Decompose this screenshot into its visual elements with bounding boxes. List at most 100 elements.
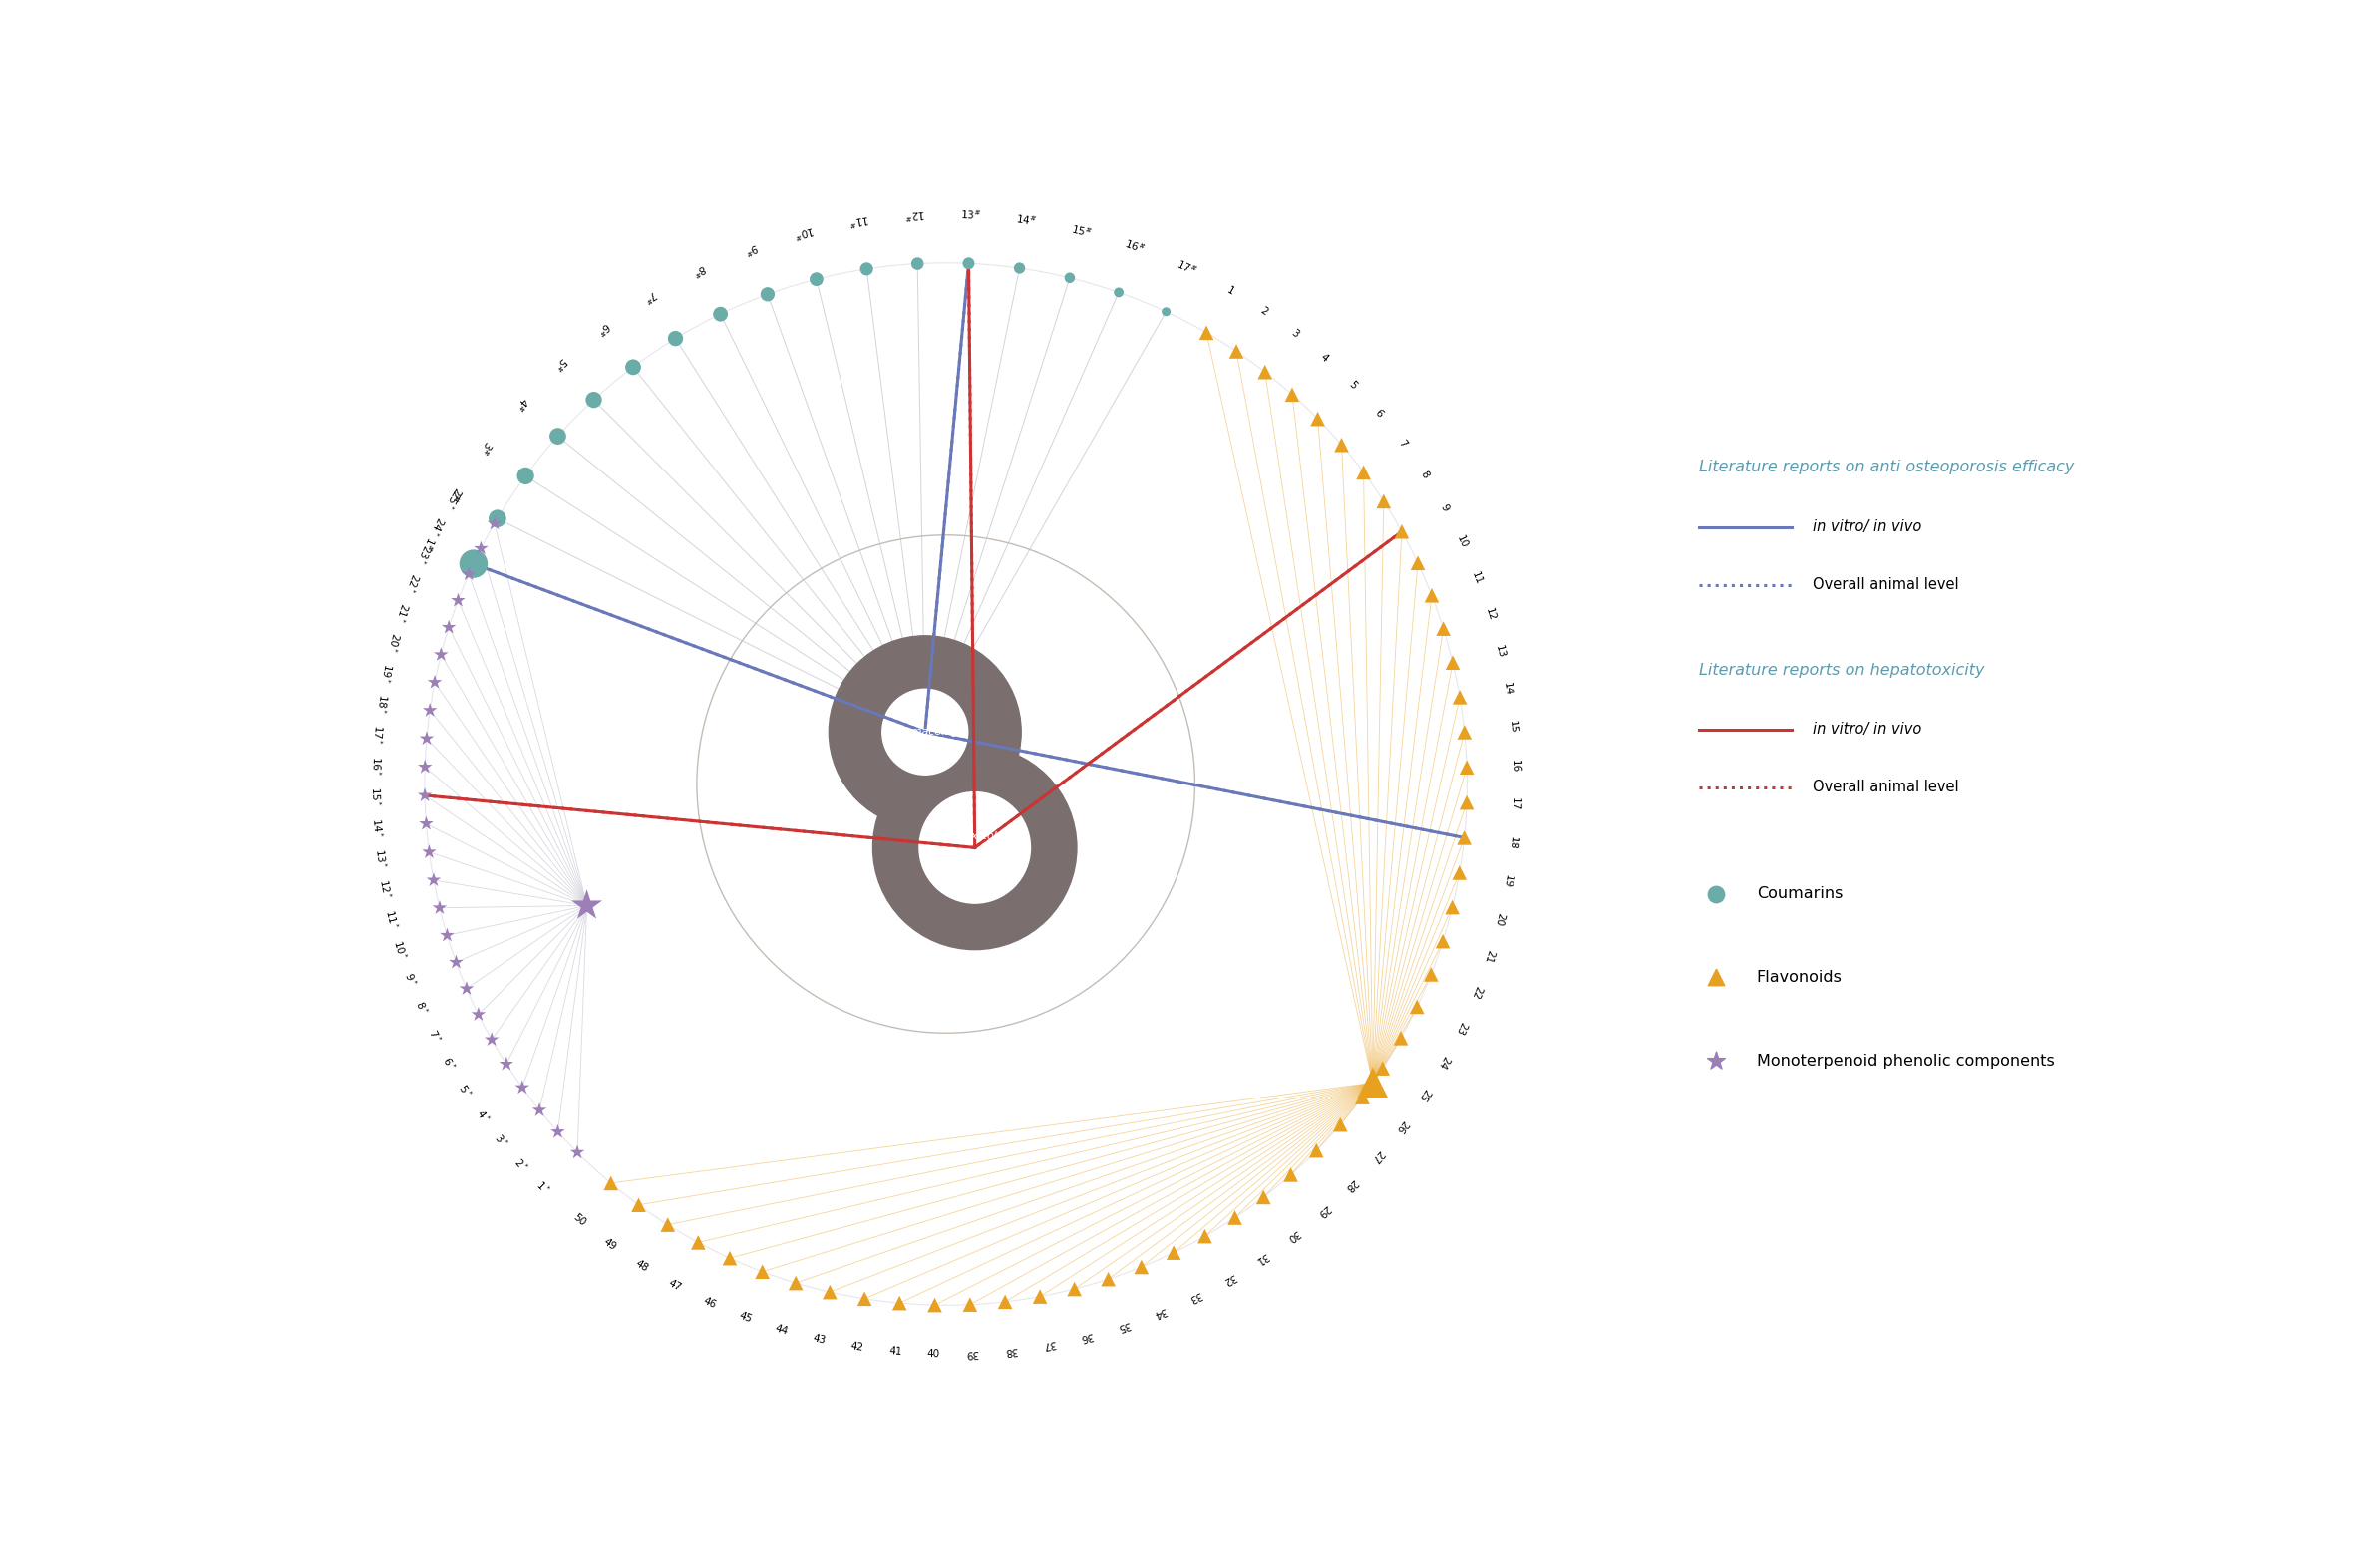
Text: 6$^\#$: 6$^\#$ (593, 318, 615, 339)
Text: in vitro/ in vivo: in vitro/ in vivo (1811, 519, 1922, 535)
Point (1382, 519, 1420, 544)
Point (845, 1286, 883, 1311)
Text: Literature reports on anti osteoporosis efficacy: Literature reports on anti osteoporosis … (1698, 459, 2075, 475)
Point (1698, 1047, 1736, 1073)
Text: 14$^*$: 14$^*$ (370, 817, 386, 837)
Text: Coumarins: Coumarins (1757, 886, 1842, 902)
Point (1446, 825, 1484, 850)
Text: 28: 28 (1342, 1176, 1359, 1193)
Point (949, 251, 987, 276)
Text: 14$^\#$: 14$^\#$ (1015, 212, 1039, 229)
Text: 43: 43 (812, 1333, 827, 1345)
Text: 4$^*$: 4$^*$ (473, 1107, 492, 1126)
Point (1246, 359, 1283, 384)
Text: 19: 19 (1502, 873, 1514, 889)
Point (1382, 1025, 1420, 1051)
Point (568, 894, 605, 919)
Circle shape (829, 635, 1022, 828)
Text: 13$^\#$: 13$^\#$ (961, 207, 982, 223)
Text: toxicology: toxicology (961, 831, 1017, 840)
Text: 48: 48 (633, 1258, 650, 1273)
Point (478, 506, 516, 532)
Point (414, 867, 452, 892)
Text: 15: 15 (1507, 720, 1519, 734)
Text: 17$^\#$: 17$^\#$ (1175, 257, 1199, 278)
Point (1698, 964, 1736, 989)
Text: 9$^\#$: 9$^\#$ (742, 240, 761, 257)
Point (1698, 881, 1736, 906)
Point (1399, 550, 1437, 575)
Text: 8: 8 (1418, 469, 1429, 480)
Text: Overall animal level: Overall animal level (1811, 779, 1959, 795)
Point (1345, 459, 1382, 485)
Point (1298, 1138, 1335, 1163)
Point (1272, 1162, 1309, 1187)
Text: 9$^*$: 9$^*$ (403, 971, 419, 988)
Point (1441, 685, 1479, 710)
Point (1354, 1071, 1392, 1096)
Point (1187, 1223, 1225, 1248)
Point (1246, 1184, 1283, 1209)
Text: 32: 32 (1220, 1270, 1236, 1286)
Text: 22$^*$: 22$^*$ (403, 571, 422, 596)
Text: 38: 38 (1003, 1344, 1017, 1356)
Text: 23: 23 (1453, 1019, 1467, 1035)
Text: 6: 6 (1373, 408, 1385, 419)
Text: 23$^*$: 23$^*$ (414, 543, 436, 566)
Text: 9: 9 (1439, 503, 1451, 513)
Text: 41: 41 (888, 1345, 902, 1356)
Point (539, 1120, 577, 1145)
Point (455, 552, 492, 577)
Text: 25$^*$: 25$^*$ (440, 488, 464, 511)
Point (777, 1270, 815, 1295)
Text: 3$^\#$: 3$^\#$ (476, 437, 497, 456)
Text: 5: 5 (1347, 379, 1359, 390)
Text: 4$^\#$: 4$^\#$ (511, 394, 532, 414)
Text: 2$^*$: 2$^*$ (511, 1154, 532, 1174)
Point (1425, 928, 1462, 953)
Text: 27: 27 (1368, 1148, 1385, 1165)
Point (916, 1292, 954, 1317)
Text: 24: 24 (1437, 1054, 1451, 1069)
Text: Overall animal level: Overall animal level (1811, 577, 1959, 593)
Text: 3: 3 (1288, 328, 1300, 340)
Point (405, 754, 443, 779)
Text: 20: 20 (1493, 911, 1505, 927)
Point (438, 950, 476, 975)
Point (1154, 1240, 1192, 1265)
Text: 21: 21 (1481, 949, 1495, 964)
Text: 16: 16 (1510, 759, 1521, 773)
Text: Literature reports on hepatotoxicity: Literature reports on hepatotoxicity (1698, 662, 1985, 677)
Point (951, 1292, 989, 1317)
Point (473, 1027, 511, 1052)
Point (1055, 1276, 1093, 1301)
Point (1399, 994, 1437, 1019)
Text: 20$^*$: 20$^*$ (384, 632, 403, 654)
Text: 13: 13 (1493, 644, 1507, 659)
Text: 7: 7 (1397, 437, 1408, 448)
Point (987, 1289, 1024, 1314)
Text: 12$^\#$: 12$^\#$ (904, 207, 926, 223)
Point (1364, 1055, 1401, 1080)
Point (487, 1052, 525, 1077)
Point (744, 1259, 782, 1284)
Text: 34: 34 (1152, 1305, 1168, 1319)
Point (657, 326, 695, 351)
Text: 5$^\#$: 5$^\#$ (551, 354, 570, 373)
Text: 10: 10 (1455, 535, 1470, 550)
Text: 19$^*$: 19$^*$ (379, 662, 396, 684)
Point (1215, 1206, 1253, 1231)
Point (405, 782, 443, 808)
Text: 11: 11 (1470, 569, 1484, 586)
Point (1366, 489, 1404, 514)
Point (678, 1229, 716, 1254)
Point (619, 1192, 657, 1217)
Point (650, 1212, 688, 1237)
Text: 13$^*$: 13$^*$ (372, 848, 389, 869)
Text: 12: 12 (1484, 607, 1495, 622)
Point (520, 1098, 558, 1123)
Text: 8$^\#$: 8$^\#$ (690, 262, 709, 279)
Point (422, 641, 459, 666)
Point (412, 698, 450, 723)
Point (431, 615, 469, 640)
